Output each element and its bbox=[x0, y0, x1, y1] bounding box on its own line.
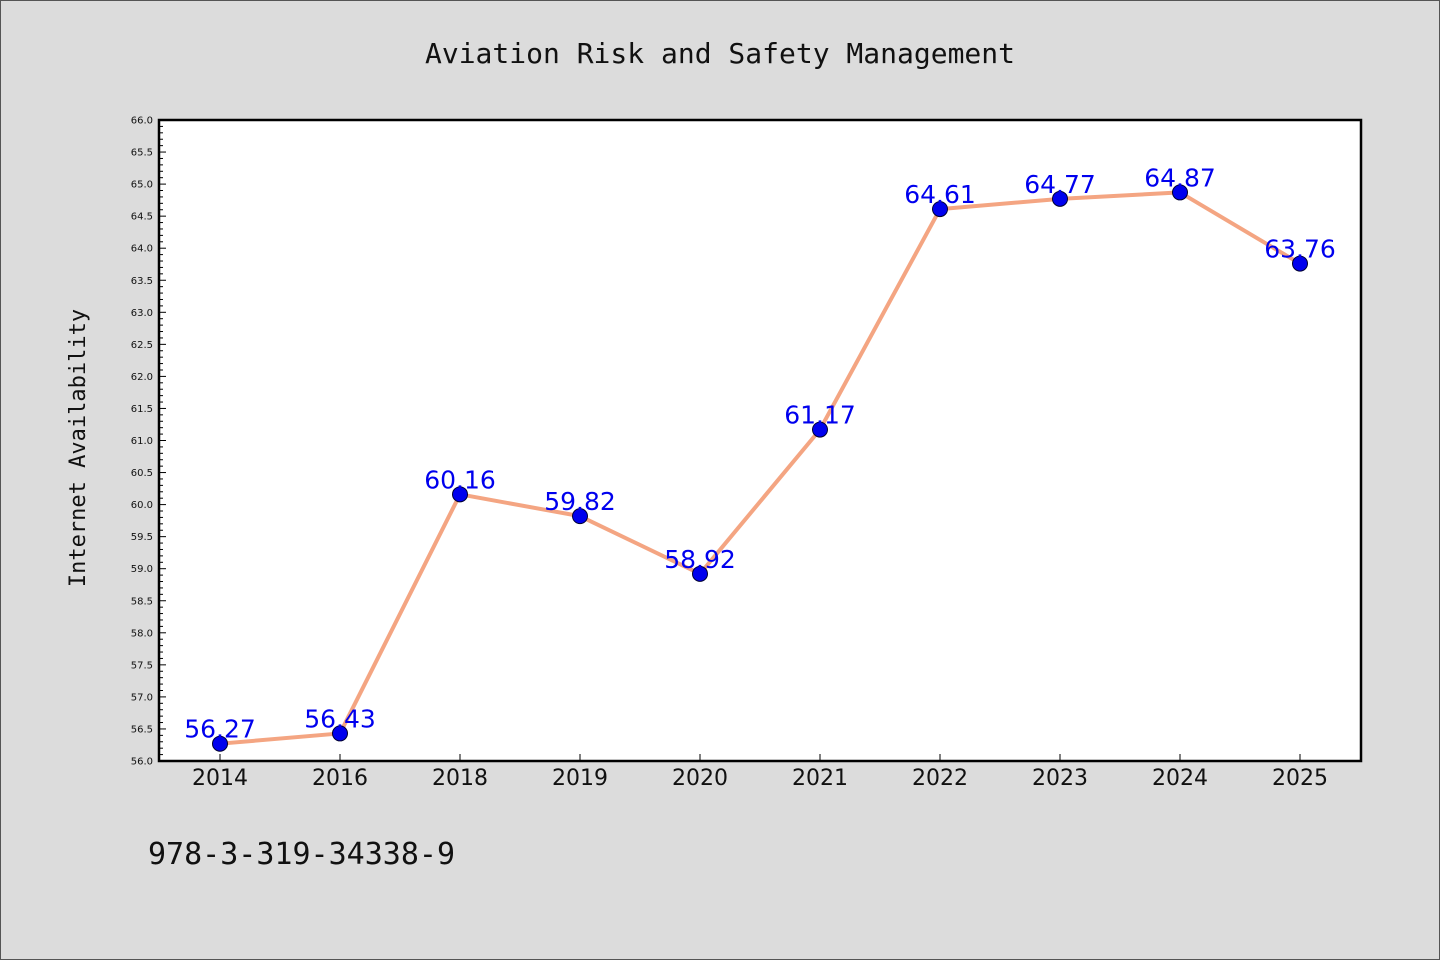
data-point bbox=[692, 565, 708, 582]
x-tick-label: 2019 bbox=[552, 766, 608, 791]
x-tick-label: 2022 bbox=[912, 766, 968, 791]
data-point bbox=[812, 421, 828, 438]
data-label: 61.17 bbox=[784, 401, 856, 430]
y-tick-label: 60.5 bbox=[131, 468, 153, 479]
y-tick-label: 58.5 bbox=[131, 596, 153, 607]
x-tick-label: 2016 bbox=[312, 766, 368, 791]
data-label: 56.43 bbox=[304, 704, 376, 733]
y-tick-label: 62.5 bbox=[131, 340, 153, 351]
data-point bbox=[1172, 184, 1188, 201]
y-tick-label: 63.5 bbox=[131, 276, 153, 287]
y-tick-label: 63.0 bbox=[131, 308, 153, 319]
y-tick-label: 56.5 bbox=[131, 724, 153, 735]
data-markers bbox=[212, 184, 1308, 752]
isbn-footer: 978-3-319-34338-9 bbox=[148, 837, 455, 872]
y-tick-label: 64.5 bbox=[131, 212, 153, 223]
data-point bbox=[1292, 255, 1308, 272]
y-axis-ticks: 56.0 56.5 57.0 57.5 58.0 58.5 59.0 59.5 60.0 60.5… bbox=[131, 116, 166, 768]
data-label: 60.16 bbox=[424, 465, 496, 494]
data-point bbox=[932, 201, 948, 218]
y-tick-label: 56.0 bbox=[131, 757, 153, 768]
data-point bbox=[212, 735, 228, 752]
y-tick-label: 58.0 bbox=[131, 628, 153, 639]
y-tick-label: 59.0 bbox=[131, 564, 153, 575]
x-tick-label: 2018 bbox=[432, 766, 488, 791]
data-label: 64.77 bbox=[1024, 170, 1096, 199]
data-label: 64.87 bbox=[1144, 163, 1216, 192]
data-labels: 56.27 56.43 60.16 59.82 58.92 61.17 64.61 64.77… bbox=[184, 163, 1336, 743]
y-tick-label: 66.0 bbox=[131, 116, 153, 127]
y-tick-label: 60.0 bbox=[131, 500, 153, 511]
y-tick-label: 57.5 bbox=[131, 660, 153, 671]
x-tick-label: 2025 bbox=[1272, 766, 1328, 791]
y-tick-label: 65.5 bbox=[131, 148, 153, 159]
y-tick-label: 59.5 bbox=[131, 532, 153, 543]
data-point bbox=[332, 725, 348, 742]
data-label: 56.27 bbox=[184, 715, 256, 744]
series-line bbox=[218, 190, 1302, 746]
data-label: 63.76 bbox=[1264, 235, 1336, 264]
x-axis-ticks: 2014 2016 2018 2019 2020 2021 2022 2023 2024 2025 bbox=[192, 754, 1328, 791]
data-point bbox=[452, 486, 468, 503]
chart-title: Aviation Risk and Safety Management bbox=[425, 37, 1015, 70]
x-tick-label: 2021 bbox=[792, 766, 848, 791]
data-label: 64.61 bbox=[904, 180, 976, 209]
data-label: 58.92 bbox=[664, 545, 736, 574]
x-tick-label: 2023 bbox=[1032, 766, 1088, 791]
y-tick-label: 64.0 bbox=[131, 244, 153, 255]
data-label: 59.82 bbox=[544, 487, 616, 516]
plot-area bbox=[157, 118, 1363, 763]
y-tick-label: 57.0 bbox=[131, 692, 153, 703]
data-point bbox=[572, 508, 588, 525]
series-line-group bbox=[218, 190, 1302, 746]
y-tick-label: 65.0 bbox=[131, 180, 153, 191]
data-point bbox=[1052, 190, 1068, 207]
x-tick-label: 2020 bbox=[672, 766, 728, 791]
y-tick-label: 61.5 bbox=[131, 404, 153, 415]
y-tick-label: 61.0 bbox=[131, 436, 153, 447]
y-axis-label: Internet Availability bbox=[66, 309, 91, 587]
x-tick-label: 2014 bbox=[192, 766, 248, 791]
x-tick-label: 2024 bbox=[1152, 766, 1208, 791]
y-tick-label: 62.0 bbox=[131, 372, 153, 383]
